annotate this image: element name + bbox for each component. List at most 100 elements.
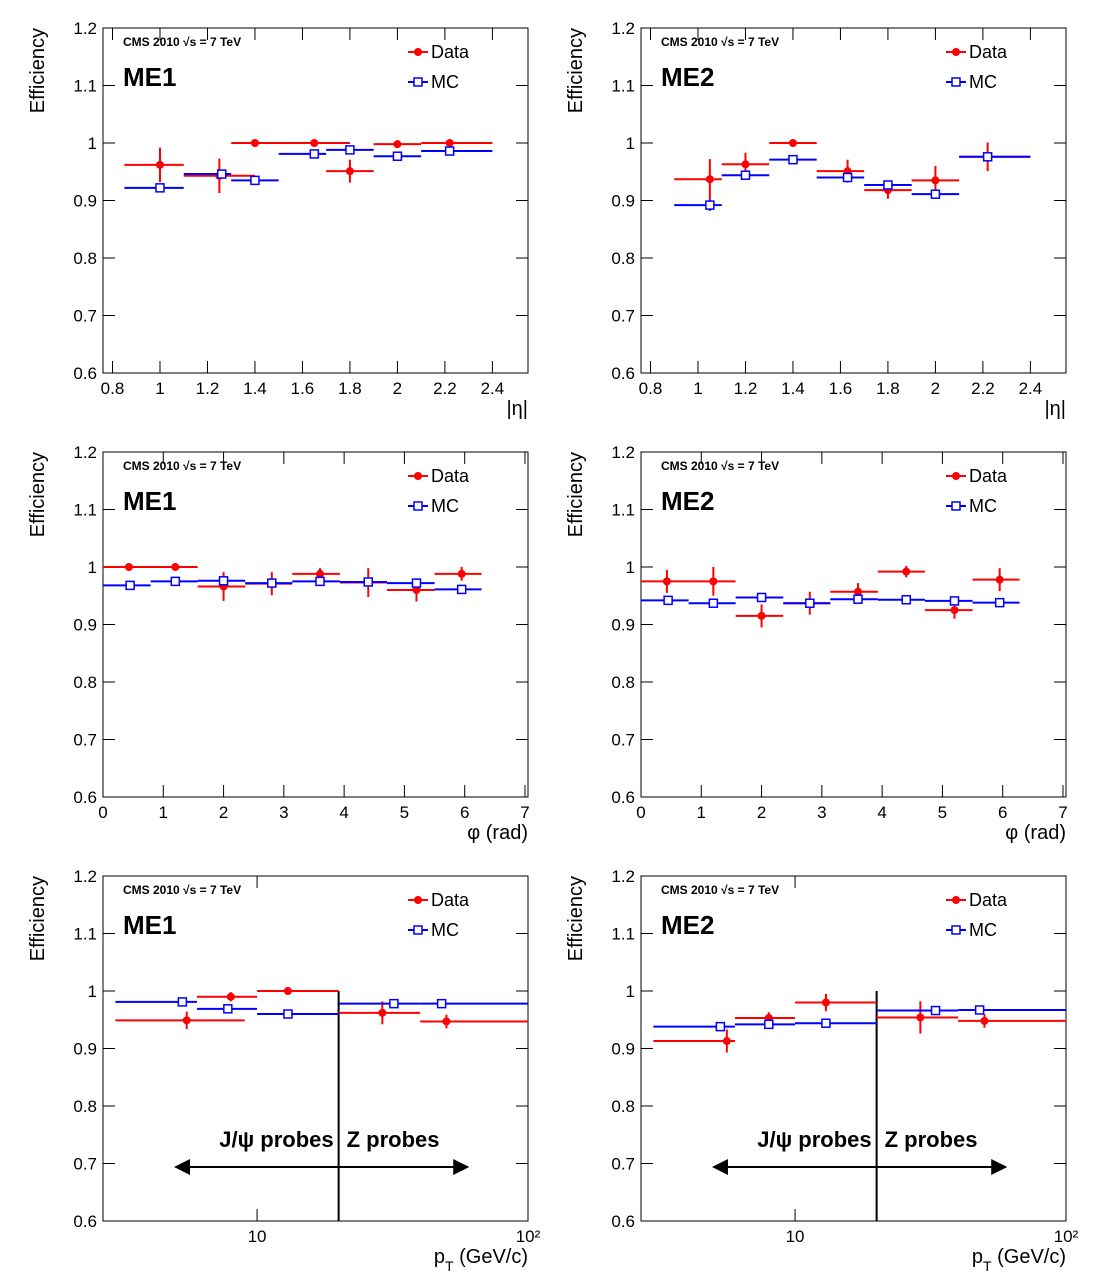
x-tick-label: 2.2 — [433, 379, 457, 398]
data-point — [309, 149, 320, 159]
y-tick-label: 0.6 — [73, 1212, 97, 1231]
data-point — [949, 596, 960, 606]
x-axis-label-part: T — [983, 1258, 992, 1274]
x-tick-label: 1.6 — [829, 379, 853, 398]
data-point — [411, 578, 422, 588]
x-tick-label: 1.2 — [196, 379, 220, 398]
legend-marker — [952, 48, 960, 56]
x-tick-label: 1.8 — [338, 379, 362, 398]
x-tick-label: 3 — [279, 803, 288, 822]
data-point — [757, 611, 766, 620]
y-tick-label: 1.1 — [611, 925, 635, 944]
x-tick-label: 5 — [938, 803, 947, 822]
data-point — [177, 997, 188, 1007]
y-tick-label: 0.9 — [73, 192, 97, 211]
annotation: CMS 2010 √s = 7 TeV — [661, 883, 779, 897]
panel: 0.6 0.7 0.8 0.9 1 1.1 1.2 0 1 2 3 4 5 6 7 Efficiency φ (… — [565, 443, 1068, 844]
legend-marker — [414, 896, 422, 904]
x-axis-label-part: T — [445, 1258, 454, 1274]
data-point — [226, 992, 235, 1001]
legend-marker — [414, 472, 422, 480]
data-point — [842, 172, 853, 183]
data-point — [883, 180, 893, 190]
annotation: CMS 2010 √s = 7 TeV — [661, 35, 779, 49]
y-tick-label: 1.2 — [73, 867, 97, 886]
x-axis-label-part: (GeV/c) — [454, 1246, 528, 1268]
y-tick-label: 0.9 — [73, 616, 97, 635]
legend-marker — [951, 925, 961, 935]
data-point — [708, 598, 719, 608]
data-point — [901, 595, 911, 605]
x-tick-label: 1 — [697, 803, 706, 822]
panel: 0.6 0.7 0.8 0.9 1 1.1 1.2 10 10² Efficiency pT (Ge… — [27, 867, 541, 1274]
data-point — [155, 183, 165, 193]
y-tick-label: 0.8 — [611, 1097, 635, 1116]
region-label: Z probes — [885, 1127, 978, 1152]
data-point — [740, 170, 751, 180]
y-tick-label: 1.2 — [611, 443, 635, 462]
y-tick-label: 1.2 — [73, 443, 97, 462]
data-point — [125, 580, 135, 591]
data-point — [995, 575, 1004, 584]
region-label: Z probes — [347, 1127, 440, 1152]
data-point — [853, 594, 863, 604]
x-tick-label: 6 — [998, 803, 1007, 822]
y-axis-label: Efficiency — [565, 876, 587, 961]
y-axis-label: Efficiency — [27, 876, 49, 961]
y-tick-label: 0.6 — [73, 364, 97, 383]
data-point — [345, 145, 355, 155]
x-tick-label: 4 — [877, 803, 886, 822]
data-point — [267, 578, 277, 588]
data-point — [722, 1037, 731, 1046]
data-point — [709, 577, 718, 586]
x-tick-label: 10 — [248, 1227, 267, 1246]
x-tick-label: 3 — [817, 803, 826, 822]
panel-label: ME2 — [661, 910, 714, 940]
y-tick-label: 1.1 — [611, 501, 635, 520]
y-tick-label: 0.6 — [611, 364, 635, 383]
data-point — [378, 1008, 387, 1017]
legend-label: MC — [431, 920, 459, 940]
panel: 0.6 0.7 0.8 0.9 1 1.1 1.2 10 10² Efficiency pT (Ge… — [565, 867, 1079, 1274]
x-tick-label: 7 — [520, 803, 529, 822]
panel: 0.6 0.7 0.8 0.9 1 1.1 1.2 0.8 1 1.2 1.4 1.6 1.8 2 2.2 2… — [27, 19, 529, 420]
x-axis-label: φ (rad) — [1005, 822, 1066, 844]
panel-label: ME1 — [123, 486, 176, 516]
data-point — [218, 576, 229, 586]
annotation: CMS 2010 √s = 7 TeV — [123, 883, 241, 897]
annotation: CMS 2010 √s = 7 TeV — [661, 459, 779, 473]
data-point — [171, 563, 180, 571]
y-tick-label: 0.9 — [611, 616, 635, 635]
data-point — [805, 598, 815, 608]
x-tick-label: 2 — [931, 379, 940, 398]
data-point — [392, 151, 403, 161]
data-point — [705, 200, 715, 210]
data-point — [444, 146, 455, 156]
x-tick-label: 10² — [1054, 1227, 1079, 1246]
data-point — [821, 998, 830, 1007]
data-point — [980, 1016, 989, 1025]
data-point — [788, 154, 798, 165]
data-point — [457, 569, 466, 578]
data-point — [389, 998, 399, 1009]
legend-label: Data — [969, 42, 1008, 62]
legend-marker — [413, 77, 423, 87]
y-tick-label: 0.7 — [611, 307, 635, 326]
x-tick-label: 5 — [400, 803, 409, 822]
data-point — [250, 139, 259, 147]
data-point — [216, 169, 227, 179]
x-tick-label: 1 — [155, 379, 164, 398]
y-tick-label: 0.8 — [73, 673, 97, 692]
data-point — [363, 577, 373, 587]
legend-marker — [413, 925, 423, 935]
y-tick-label: 1 — [88, 558, 97, 577]
y-tick-label: 0.8 — [611, 673, 635, 692]
y-axis-label: Efficiency — [27, 28, 49, 113]
legend-label: Data — [431, 890, 470, 910]
x-tick-label: 7 — [1058, 803, 1067, 822]
y-tick-label: 1.2 — [73, 19, 97, 38]
x-tick-label: 1.4 — [781, 379, 805, 398]
y-tick-label: 1 — [626, 558, 635, 577]
data-point — [316, 569, 325, 578]
x-tick-label: 1.4 — [243, 379, 267, 398]
